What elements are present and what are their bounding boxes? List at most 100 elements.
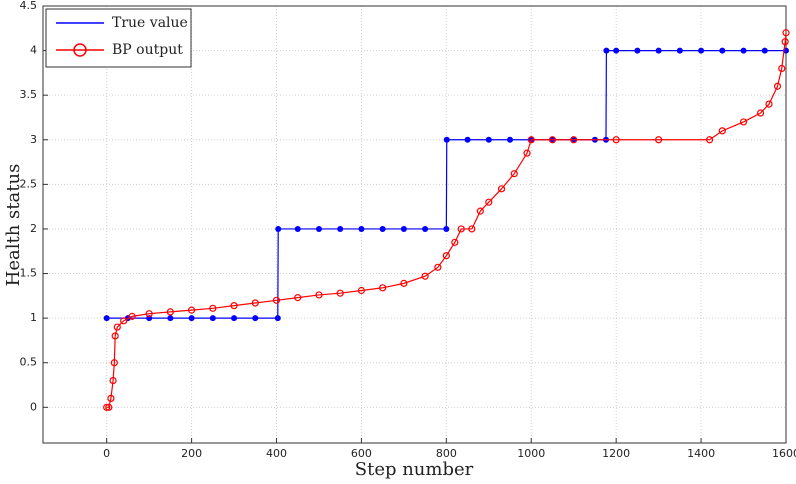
- legend-marker: [73, 43, 87, 57]
- data-point: [379, 284, 387, 292]
- data-point: [485, 136, 492, 143]
- y-tick-label: 3: [30, 133, 37, 146]
- data-point: [400, 225, 407, 232]
- data-point: [421, 272, 429, 280]
- data-point: [705, 136, 714, 144]
- data-point: [103, 315, 110, 322]
- data-point: [773, 82, 782, 90]
- data-point: [655, 136, 663, 144]
- data-point: [105, 403, 113, 411]
- legend-label: True value: [112, 15, 188, 31]
- x-axis-label: Step number: [355, 459, 474, 480]
- y-tick-label: 1: [30, 311, 37, 324]
- data-point: [109, 376, 117, 385]
- data-point: [209, 315, 216, 322]
- data-point: [613, 47, 620, 54]
- plot-area: [43, 6, 786, 443]
- y-tick-label: 0: [30, 400, 37, 413]
- data-point: [111, 332, 119, 340]
- data-point: [523, 149, 531, 157]
- y-tick-label: 4.5: [20, 0, 38, 12]
- y-tick-label: 0.5: [20, 356, 38, 369]
- data-point: [103, 403, 111, 411]
- data-point: [336, 289, 344, 297]
- data-point: [294, 225, 301, 232]
- data-point: [457, 225, 465, 233]
- y-tick-label: 4: [30, 44, 37, 57]
- data-point: [507, 136, 514, 143]
- x-tick-label: 200: [181, 447, 202, 460]
- data-point: [740, 47, 747, 54]
- data-point: [357, 286, 366, 295]
- data-point: [485, 198, 493, 206]
- data-point: [209, 304, 217, 312]
- data-point: [443, 225, 450, 232]
- data-point: [358, 225, 365, 232]
- data-point: [294, 294, 302, 302]
- data-point: [275, 225, 282, 232]
- data-point: [612, 136, 620, 144]
- data-point: [120, 317, 128, 325]
- x-tick-label: 1200: [602, 447, 630, 460]
- data-point: [765, 100, 773, 108]
- x-tick-label: 800: [436, 447, 457, 460]
- data-point: [781, 38, 789, 46]
- data-point: [251, 299, 259, 307]
- y-tick-label: 2.5: [20, 177, 38, 190]
- axes-box: [42, 5, 787, 444]
- data-point: [570, 136, 578, 144]
- data-point: [464, 136, 471, 143]
- data-point: [655, 47, 662, 54]
- data-point: [497, 185, 506, 193]
- data-point: [231, 315, 238, 322]
- data-point: [107, 394, 115, 403]
- x-tick-label: 1000: [517, 447, 545, 460]
- data-point: [603, 47, 610, 54]
- data-point: [167, 315, 174, 322]
- data-point: [676, 47, 683, 54]
- data-point: [739, 118, 748, 126]
- data-point: [442, 252, 450, 260]
- y-axis-label: Health status: [3, 164, 24, 287]
- x-tick-label: 600: [351, 447, 372, 460]
- data-point: [422, 225, 429, 232]
- data-point: [230, 302, 238, 310]
- data-point: [719, 47, 726, 54]
- y-tick-label: 1.5: [20, 267, 38, 280]
- y-tick-label: 3.5: [20, 88, 38, 101]
- data-point: [443, 136, 450, 143]
- data-point: [548, 136, 557, 144]
- data-point: [527, 136, 535, 144]
- data-point: [718, 127, 726, 135]
- data-point: [252, 315, 259, 322]
- data-point: [379, 225, 386, 232]
- x-tick-label: 0: [103, 447, 110, 460]
- y-tick-label: 2: [30, 222, 37, 235]
- data-point: [315, 291, 323, 299]
- data-point: [510, 170, 518, 178]
- data-point: [113, 323, 121, 331]
- data-point: [476, 207, 484, 215]
- data-point: [188, 306, 196, 314]
- data-point: [315, 225, 322, 232]
- data-point: [468, 225, 476, 233]
- data-point: [761, 47, 768, 54]
- data-point: [128, 312, 136, 320]
- data-point: [337, 225, 344, 232]
- x-tick-label: 1400: [687, 447, 715, 460]
- data-point: [756, 109, 765, 117]
- data-point: [272, 296, 281, 304]
- data-point: [110, 359, 118, 367]
- legend-box: [45, 8, 192, 68]
- legend-label: BP output: [112, 42, 183, 58]
- data-point: [451, 238, 459, 246]
- data-point: [434, 263, 442, 271]
- data-point: [778, 64, 786, 73]
- data-point: [782, 29, 790, 37]
- data-point: [634, 47, 641, 54]
- data-point: [188, 315, 195, 322]
- data-point: [698, 47, 705, 54]
- data-point: [145, 310, 153, 318]
- x-tick-label: 400: [266, 447, 287, 460]
